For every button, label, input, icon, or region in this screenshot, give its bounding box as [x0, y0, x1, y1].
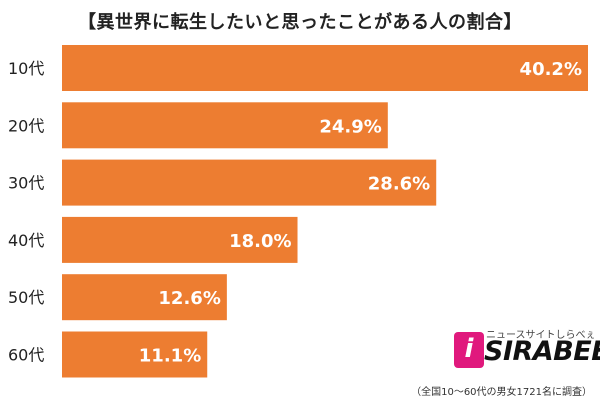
- logo-tagline: ニュースサイトしらべぇ: [486, 330, 596, 341]
- bar: [62, 331, 208, 378]
- bar: [62, 159, 437, 206]
- survey-note: （全国10～60代の男女1721名に調査）: [411, 387, 592, 398]
- sirabee-logo: i ニュースサイトしらべぇ SIRABEE: [452, 326, 600, 378]
- bar-value-label: 40.2%: [520, 59, 582, 80]
- bar: [62, 216, 298, 263]
- category-label: 10代: [8, 59, 44, 78]
- category-label: 60代: [8, 346, 44, 365]
- category-label: 40代: [8, 231, 44, 250]
- chart-title: 【異世界に転生したいと思ったことがある人の割合】: [78, 12, 522, 33]
- bar-value-label: 12.6%: [158, 288, 220, 309]
- bar: [62, 45, 588, 91]
- logo-brand: SIRABEE: [484, 336, 600, 367]
- bar-value-label: 24.9%: [319, 116, 381, 137]
- category-label: 50代: [8, 288, 44, 307]
- bar-value-label: 28.6%: [368, 174, 430, 195]
- category-label: 30代: [8, 174, 44, 193]
- bar: [62, 102, 388, 149]
- bar: [62, 274, 227, 321]
- category-label: 20代: [8, 116, 44, 135]
- bar-value-label: 18.0%: [229, 231, 291, 252]
- bar-value-label: 11.1%: [139, 346, 201, 367]
- sirabee-logo-mark: i: [454, 332, 484, 368]
